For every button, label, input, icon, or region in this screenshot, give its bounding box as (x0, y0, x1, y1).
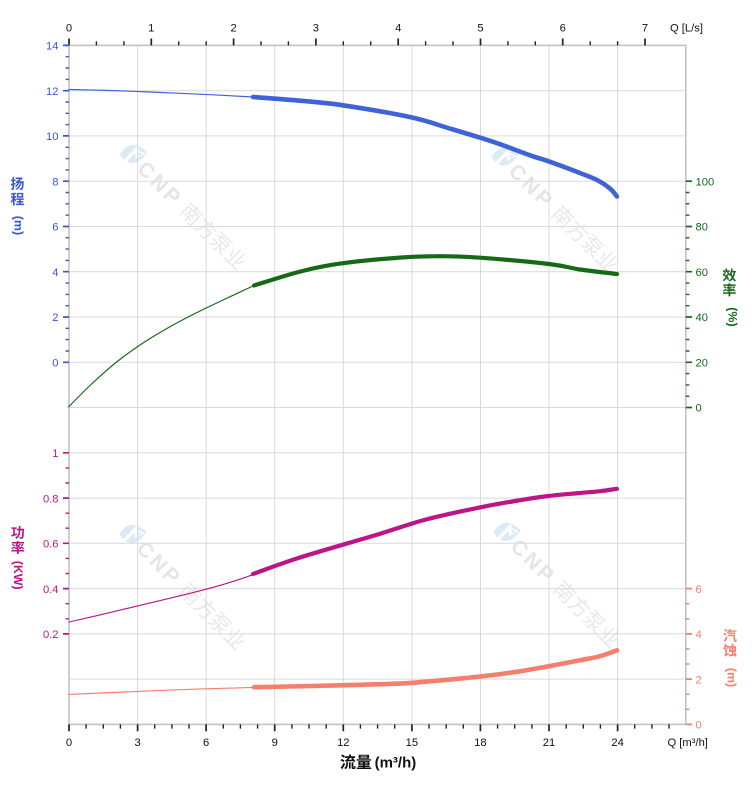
svg-text:0.4: 0.4 (43, 584, 59, 596)
svg-text:14: 14 (46, 41, 58, 53)
svg-text:6: 6 (696, 584, 702, 596)
svg-text:5: 5 (477, 23, 483, 35)
svg-text:4: 4 (52, 267, 58, 279)
svg-text:2: 2 (230, 23, 236, 35)
svg-text:20: 20 (696, 358, 708, 370)
svg-text:1: 1 (148, 23, 154, 35)
svg-text:(%): (%) (726, 307, 740, 326)
svg-text:100: 100 (696, 176, 715, 188)
svg-text:21: 21 (543, 737, 555, 749)
svg-text:0: 0 (696, 720, 702, 732)
svg-text:80: 80 (696, 222, 708, 234)
svg-text:0: 0 (66, 23, 72, 35)
svg-text:12: 12 (46, 86, 58, 98)
svg-text:18: 18 (474, 737, 486, 749)
svg-text:6: 6 (203, 737, 209, 749)
svg-text:(m³/h): (m³/h) (375, 755, 417, 772)
svg-text:0: 0 (52, 358, 58, 370)
svg-text:0.6: 0.6 (43, 539, 59, 551)
svg-text:15: 15 (406, 737, 418, 749)
svg-text:(m): (m) (12, 216, 26, 235)
svg-text:4: 4 (696, 629, 702, 641)
svg-text:(KW): (KW) (11, 561, 25, 590)
svg-text:7: 7 (642, 23, 648, 35)
svg-text:10: 10 (46, 131, 58, 143)
svg-text:12: 12 (337, 737, 349, 749)
svg-text:Q [L/s]: Q [L/s] (670, 23, 703, 35)
svg-text:6: 6 (52, 222, 58, 234)
svg-text:0.8: 0.8 (43, 493, 59, 505)
svg-text:(m): (m) (724, 668, 738, 687)
svg-text:0: 0 (696, 403, 702, 415)
svg-text:3: 3 (313, 23, 319, 35)
svg-text:8: 8 (52, 176, 58, 188)
svg-text:2: 2 (696, 674, 702, 686)
svg-text:CNP: CNP (504, 160, 558, 214)
svg-text:4: 4 (395, 23, 401, 35)
svg-text:0.2: 0.2 (43, 629, 59, 641)
svg-text:1: 1 (52, 448, 58, 460)
svg-text:40: 40 (696, 312, 708, 324)
svg-text:9: 9 (272, 737, 278, 749)
svg-text:CNP: CNP (132, 157, 186, 211)
svg-text:0: 0 (66, 737, 72, 749)
svg-text:60: 60 (696, 267, 708, 279)
svg-text:Q [m³/h]: Q [m³/h] (668, 737, 708, 749)
svg-text:2: 2 (52, 312, 58, 324)
svg-text:24: 24 (611, 737, 623, 749)
svg-text:3: 3 (134, 737, 140, 749)
svg-text:CNP: CNP (132, 537, 186, 591)
svg-text:6: 6 (560, 23, 566, 35)
